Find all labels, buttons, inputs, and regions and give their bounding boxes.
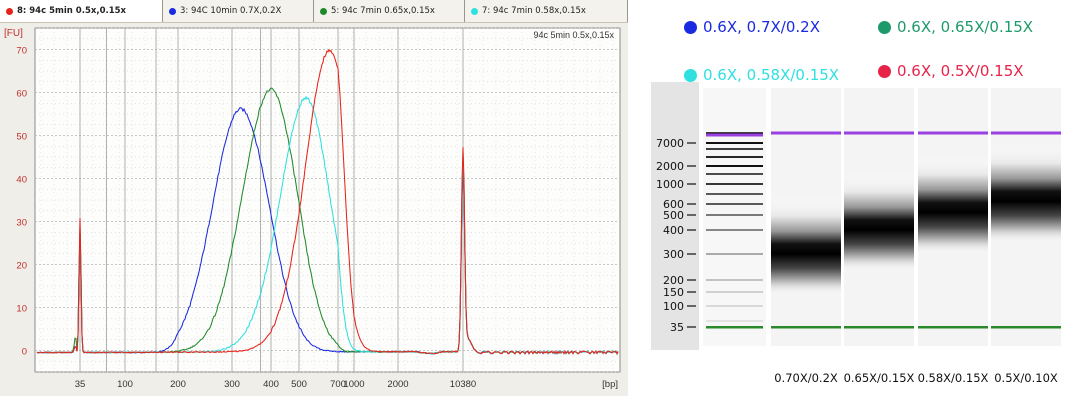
x-tick-label: 10380 <box>450 379 476 390</box>
legend-label: 0.6X, 0.65X/0.15X <box>897 18 1034 36</box>
ladder-band <box>706 183 763 185</box>
x-tick-label: 35 <box>75 379 86 390</box>
legend-label: 0.6X, 0.7X/0.2X <box>703 18 820 36</box>
ladder-band <box>706 148 763 150</box>
gel-legend-item-3: 0.6X, 0.58X/0.15X <box>684 66 839 84</box>
series-line-4 <box>36 48 619 355</box>
lower-marker-band <box>706 326 763 329</box>
y-tick-label: 40 <box>16 175 27 186</box>
sample-tab-label: 8: 94c 5min 0.5x,0.15x <box>17 6 127 16</box>
x-axis-label: [bp] <box>602 379 618 390</box>
lower-marker-band <box>918 326 988 329</box>
lane-label: 0.5X/0.10X <box>994 371 1058 385</box>
sample-tab-label: 5: 94c 7min 0.65x,0.15x <box>331 6 435 16</box>
ladder-label: 7000 <box>656 137 684 150</box>
sample-band-1 <box>771 196 841 296</box>
lower-marker-band <box>844 326 914 329</box>
ladder-band <box>706 142 763 144</box>
ladder-band <box>706 214 763 216</box>
ladder-label: 150 <box>663 286 684 299</box>
sample-tabs: 8: 94c 5min 0.5x,0.15x 3: 94C 10min 0.7X,… <box>0 0 628 23</box>
legend-dot-icon <box>684 68 697 82</box>
ladder-label: 300 <box>663 248 684 261</box>
ladder-band <box>706 229 763 231</box>
ladder-label: 600 <box>663 198 684 211</box>
lower-marker-band <box>991 326 1061 329</box>
legend-label: 0.6X, 0.5X/0.15X <box>897 62 1024 80</box>
y-tick-label: 50 <box>16 132 27 143</box>
sample-color-dot-icon <box>169 7 176 15</box>
ladder-label: 100 <box>663 300 684 313</box>
x-tick-label: 2000 <box>387 379 408 390</box>
ladder-band <box>706 253 763 255</box>
lower-marker-band <box>771 326 841 329</box>
ladder-band <box>706 203 763 205</box>
ladder-band <box>706 320 763 322</box>
sample-tab-4[interactable]: 7: 94c 7min 0.58x,0.15x <box>465 0 628 22</box>
sample-tab-2[interactable]: 3: 94C 10min 0.7X,0.2X <box>163 0 314 22</box>
lane-label: 0.70X/0.2X <box>774 371 838 385</box>
ladder-band <box>706 279 763 281</box>
sample-color-dot-icon <box>471 7 478 15</box>
lane-label: 0.65X/0.15X <box>844 371 915 385</box>
ladder-band <box>706 165 763 167</box>
ladder-label: 400 <box>663 224 684 237</box>
gel-panel: 7000 2000 1000 600 500 400 300 200 150 100 35 0.70X… <box>632 0 1069 396</box>
legend-dot-icon <box>878 20 891 34</box>
ladder-label: 2000 <box>656 160 684 173</box>
x-tick-label: 400 <box>263 379 279 390</box>
sample-tab-1[interactable]: 8: 94c 5min 0.5x,0.15x <box>0 0 163 22</box>
y-tick-label: 30 <box>16 218 27 229</box>
y-tick-label: 10 <box>16 304 27 315</box>
ladder-label: 500 <box>663 209 684 222</box>
sample-tab-3[interactable]: 5: 94c 7min 0.65x,0.15x <box>314 0 465 22</box>
ladder-label-column <box>651 82 699 350</box>
upper-marker-band <box>706 133 763 137</box>
gel-legend-item-1: 0.6X, 0.7X/0.2X <box>684 18 820 36</box>
legend-dot-icon <box>878 64 891 78</box>
sample-band-2 <box>844 172 914 272</box>
ladder-label: 200 <box>663 274 684 287</box>
y-tick-label: 70 <box>16 46 27 57</box>
electropherogram-panel: 8: 94c 5min 0.5x,0.15x 3: 94C 10min 0.7X,… <box>0 0 628 396</box>
y-axis-label: [FU] <box>4 28 23 39</box>
ladder-lane <box>703 88 766 346</box>
y-tick-label: 60 <box>16 89 27 100</box>
y-tick-label: 20 <box>16 261 27 272</box>
x-tick-label: 100 <box>117 379 133 390</box>
upper-marker-band <box>771 131 841 135</box>
sample-band-3 <box>918 154 988 255</box>
gel-legend-item-4: 0.6X, 0.5X/0.15X <box>878 62 1024 80</box>
ladder-band <box>706 132 763 134</box>
x-tick-label: 200 <box>170 379 186 390</box>
upper-marker-band <box>991 131 1061 135</box>
lane-label: 0.58X/0.15X <box>918 371 989 385</box>
x-tick-label: 1000 <box>343 379 364 390</box>
sample-tab-label: 7: 94c 7min 0.58x,0.15x <box>482 6 586 16</box>
sample-tab-label: 3: 94C 10min 0.7X,0.2X <box>180 6 282 16</box>
gel-legend-item-2: 0.6X, 0.65X/0.15X <box>878 18 1033 36</box>
sample-color-dot-icon <box>320 7 327 15</box>
chart-corner-label: 94c 5min 0.5x,0.15x <box>533 30 614 40</box>
ladder-band <box>706 156 763 158</box>
gridlines <box>35 27 620 373</box>
ladder-band <box>706 173 763 175</box>
ladder-label: 1000 <box>656 178 684 191</box>
ladder-band <box>706 193 763 195</box>
ladder-band <box>706 291 763 293</box>
ladder-label: 35 <box>670 321 684 334</box>
sample-band-4 <box>991 143 1061 244</box>
sample-color-dot-icon <box>6 7 13 15</box>
legend-dot-icon <box>684 20 697 34</box>
x-tick-label: 700 <box>330 379 346 390</box>
x-tick-label: 300 <box>224 379 240 390</box>
legend-label: 0.6X, 0.58X/0.15X <box>703 66 840 84</box>
ladder-band <box>706 305 763 307</box>
upper-marker-band <box>918 131 988 135</box>
y-tick-label: 0 <box>22 347 27 358</box>
x-tick-label: 500 <box>291 379 307 390</box>
upper-marker-band <box>844 131 914 135</box>
